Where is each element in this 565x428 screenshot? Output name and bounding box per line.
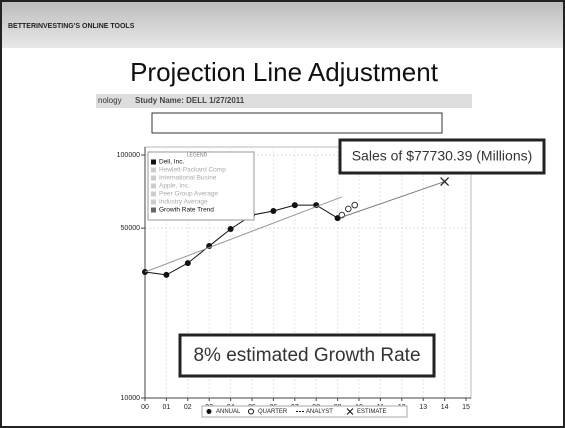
legend-box — [147, 151, 255, 221]
study-name: Study Name: DELL 1/27/2011 — [135, 96, 245, 105]
header: BETTERINVESTING'S ONLINE TOOLS — [8, 23, 135, 30]
legend-swatch — [151, 191, 156, 197]
legend-swatch — [151, 199, 156, 205]
legend-swatch — [151, 175, 156, 181]
point — [227, 225, 234, 232]
annotation: 8% estimated Growth Rate — [193, 345, 420, 366]
legend-swatch — [151, 183, 156, 189]
legend-label: Dell, Inc. — [159, 159, 184, 166]
legend-title: LEGEND — [187, 152, 208, 158]
header-bar — [2, 2, 563, 48]
x-tick-label: 13 — [419, 404, 427, 411]
y-tick-label: 50000 — [121, 225, 141, 232]
series-line — [144, 204, 338, 276]
bottom-legend — [201, 405, 408, 418]
legend-symbol — [206, 409, 212, 414]
x-tick-label: 15 — [462, 404, 470, 411]
point — [163, 271, 170, 278]
tab-bar — [96, 94, 472, 108]
point — [270, 208, 277, 215]
legend-symbol — [346, 408, 354, 415]
series-line — [341, 181, 445, 218]
annotation: Sales of $77730.39 (Millions) — [352, 148, 533, 164]
x-tick-label: 01 — [163, 404, 171, 411]
x-tick-label: 00 — [141, 404, 149, 411]
tab: nology — [98, 96, 122, 105]
point — [184, 260, 191, 267]
legend-label: Peer Group Average — [159, 191, 219, 198]
point — [291, 202, 298, 209]
point — [351, 201, 359, 209]
legend-label: Industry Average — [159, 199, 208, 206]
point — [206, 243, 213, 250]
legend-label: ANNUAL — [216, 409, 241, 415]
series-line — [144, 196, 343, 273]
y-tick-label: 10000 — [121, 395, 141, 402]
legend-label: International Busine — [159, 175, 217, 182]
input-box[interactable] — [151, 112, 443, 134]
legend-swatch — [151, 167, 156, 173]
legend-symbol — [248, 408, 254, 415]
legend-label: ESTIMATE — [357, 409, 387, 415]
x-tick-label: 02 — [184, 404, 192, 411]
legend-label: Hewlett-Packard Comp — [159, 167, 226, 174]
legend-label: ANALYST — [306, 409, 333, 415]
x-tick-label: 14 — [441, 404, 449, 411]
legend-swatch — [151, 159, 156, 165]
estimate-marker — [440, 177, 450, 187]
point — [345, 205, 352, 213]
annotation-box — [338, 138, 546, 175]
y-tick-label: 100000 — [117, 152, 140, 159]
legend-label: QUARTER — [258, 409, 288, 415]
legend-label: Growth Rate Trend — [159, 207, 214, 214]
annotation-box — [178, 333, 436, 378]
legend-label: Apple, Inc. — [159, 183, 190, 190]
legend-swatch — [151, 207, 156, 213]
slide-title: Projection Line Adjustment — [130, 57, 439, 87]
